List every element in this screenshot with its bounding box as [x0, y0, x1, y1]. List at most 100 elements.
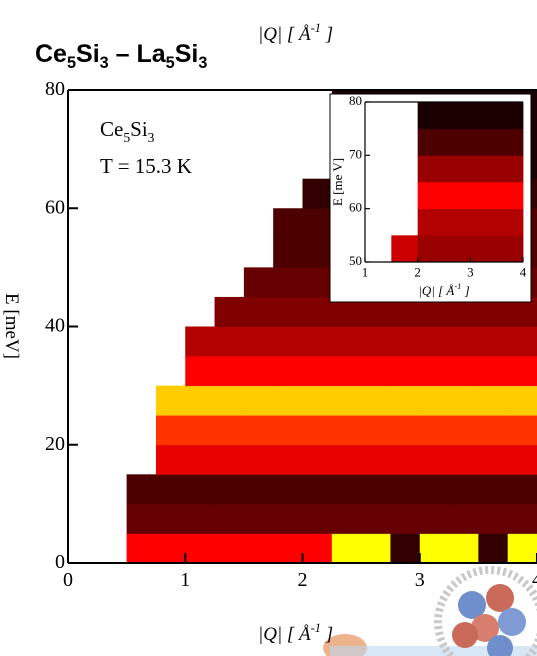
y-axis-label: E [me V] [330, 158, 345, 206]
annotation: |Q| [ Å-1 ] [258, 21, 333, 46]
heat-cell [273, 415, 303, 446]
heat-cell [185, 326, 215, 357]
heat-cell [214, 415, 245, 446]
heat-cell [417, 102, 445, 130]
heat-cell [444, 208, 471, 236]
heat-cell [302, 326, 333, 357]
heat-cell [419, 385, 450, 416]
heat-cell [419, 326, 450, 357]
heat-cell [449, 533, 479, 564]
heat-cell [185, 356, 215, 387]
heat-cell [444, 235, 471, 263]
heat-cell [419, 444, 450, 475]
x-tick-label: 4 [520, 265, 527, 280]
heat-cell [243, 533, 274, 564]
heat-cell [390, 415, 421, 446]
heat-cell [361, 356, 391, 387]
heat-cell [361, 503, 391, 534]
y-tick-label: 40 [45, 314, 65, 336]
heat-cell [331, 444, 362, 475]
heat-cell [302, 208, 333, 239]
heat-cell [302, 503, 333, 534]
chart-title: Ce5Si3 – La5Si3 [35, 40, 207, 73]
heat-cell [243, 415, 274, 446]
heat-cell [390, 533, 421, 564]
heat-cell [419, 356, 450, 387]
heat-cell [478, 415, 509, 446]
heat-cell [419, 415, 450, 446]
heat-cell [507, 444, 537, 475]
y-axis-label: E [meV] [1, 293, 22, 359]
heat-cell [214, 296, 245, 327]
x-tick-label: 3 [415, 569, 425, 591]
x-tick-label: 0 [63, 569, 73, 591]
heat-cell [478, 533, 509, 564]
heat-cell [214, 326, 245, 357]
heat-cell [417, 155, 445, 183]
heat-cell [361, 533, 391, 564]
y-tick-label: 20 [45, 432, 65, 454]
heat-cell [302, 267, 333, 298]
heat-cell [185, 474, 215, 505]
x-tick-label: 4 [532, 569, 537, 591]
heat-cell [243, 385, 274, 416]
heat-cell [419, 474, 450, 505]
heat-cell [449, 444, 479, 475]
heat-cell [331, 503, 362, 534]
heat-cell [243, 326, 274, 357]
heat-cell [496, 102, 524, 130]
heat-cell [390, 503, 421, 534]
x-axis-label: |Q| [ Å-1 ] [258, 621, 333, 646]
heat-cell [331, 415, 362, 446]
heat-cell [185, 533, 215, 564]
heat-cell [126, 533, 157, 564]
heat-cell [444, 102, 471, 130]
heat-cell [155, 533, 186, 564]
heat-cell [273, 533, 303, 564]
heat-cell [507, 415, 537, 446]
heat-cell [185, 503, 215, 534]
heat-cell [302, 385, 333, 416]
heat-cell [478, 385, 509, 416]
heat-cell [470, 155, 498, 183]
heat-cell [478, 503, 509, 534]
heat-cell [273, 444, 303, 475]
heat-cell [419, 503, 450, 534]
heat-cell [449, 385, 479, 416]
heat-cell [214, 474, 245, 505]
heat-cell [449, 356, 479, 387]
heat-cell [470, 128, 498, 156]
heat-cell [507, 356, 537, 387]
heat-cell [243, 503, 274, 534]
cartoon [323, 566, 537, 656]
heat-cell [478, 474, 509, 505]
heat-cell [273, 474, 303, 505]
heat-cell [478, 444, 509, 475]
heat-cell [478, 356, 509, 387]
heat-cell [302, 444, 333, 475]
heat-cell [331, 533, 362, 564]
heat-cell [302, 474, 333, 505]
y-tick-label: 80 [45, 78, 65, 100]
heat-cell [273, 267, 303, 298]
heat-cell [302, 237, 333, 268]
y-tick-label: 80 [349, 93, 362, 108]
heat-cell [444, 182, 471, 210]
heat-cell [361, 385, 391, 416]
heat-cell [361, 474, 391, 505]
heat-cell [496, 155, 524, 183]
heat-cell [273, 356, 303, 387]
heatmap [391, 102, 524, 263]
heat-cell [155, 503, 186, 534]
heat-cell [155, 415, 186, 446]
heat-cell [478, 326, 509, 357]
heat-cell [214, 444, 245, 475]
heat-cell [155, 474, 186, 505]
heat-cell [331, 474, 362, 505]
heat-cell [302, 178, 333, 209]
heat-cell [243, 444, 274, 475]
heat-cell [390, 356, 421, 387]
y-tick-label: 60 [45, 196, 65, 218]
heat-cell [302, 356, 333, 387]
